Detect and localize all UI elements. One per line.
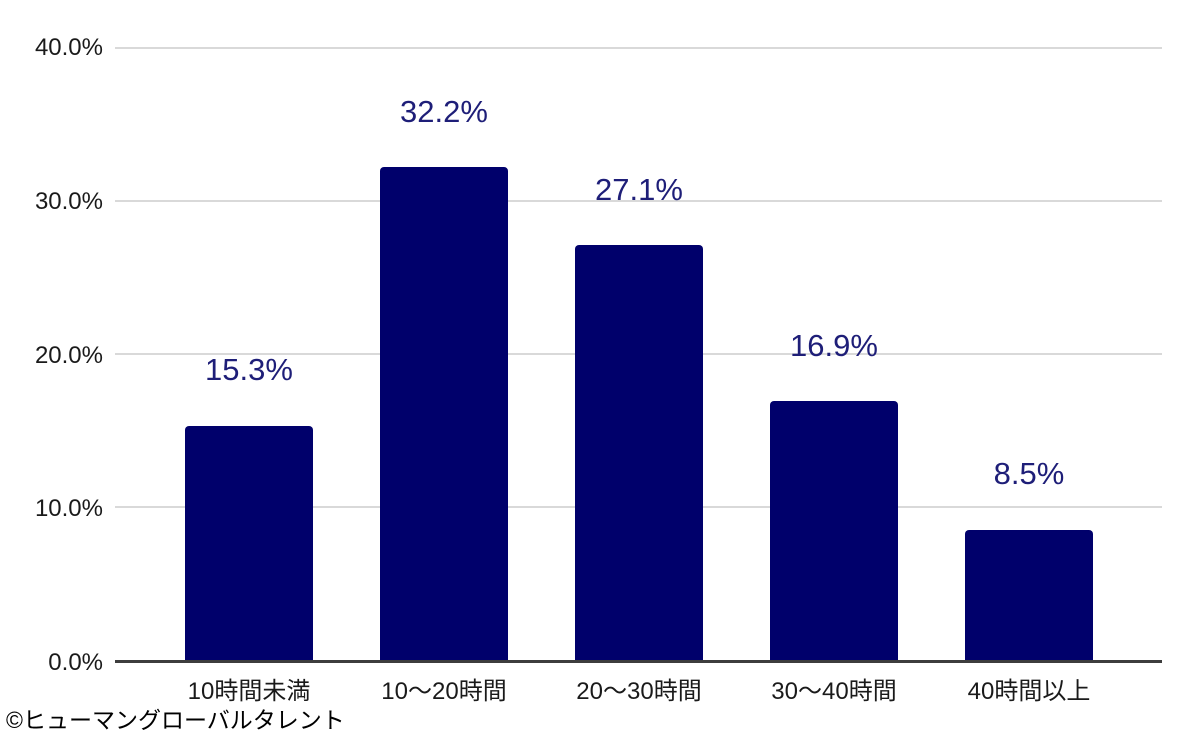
bar-4 [770, 401, 898, 660]
x-axis-tick-label: 20〜30時間 [576, 678, 702, 705]
bar-value-label: 8.5% [993, 456, 1065, 492]
x-axis-tick-label: 10〜20時間 [381, 678, 507, 705]
y-axis-tick-label: 40.0% [34, 34, 103, 61]
bar-value-label: 32.2% [400, 93, 488, 129]
bar-value-label: 15.3% [205, 352, 293, 388]
bar-5 [965, 529, 1093, 660]
y-axis-tick-label: 30.0% [34, 187, 103, 215]
x-axis-tick-label: 10時間未満 [187, 678, 311, 705]
bar-3 [575, 245, 703, 660]
bar-value-label: 27.1% [595, 171, 683, 207]
x-axis: 10時間未満 10〜20時間 20〜30時間 30〜40時間 40時間以上 [115, 666, 1162, 706]
copyright-text: ©ヒューマングローバルタレント [6, 707, 345, 733]
y-axis: 40.0% 30.0% 20.0% 10.0% 0.0% [0, 34, 103, 676]
bar-value-label: 16.9% [790, 327, 878, 363]
y-axis-tick-label: 20.0% [34, 341, 103, 369]
y-axis-tick-label: 10.0% [34, 495, 103, 523]
gridline [115, 47, 1162, 49]
gridline [115, 200, 1162, 202]
x-axis-tick-label: 30〜40時間 [771, 678, 897, 705]
bar-2 [380, 167, 508, 660]
plot-area: 15.3% 32.2% 27.1% 16.9% 8.5% [115, 47, 1162, 663]
x-axis-tick-label: 40時間以上 [967, 678, 1091, 705]
y-axis-tick-label: 0.0% [48, 649, 103, 676]
bar-1 [185, 425, 313, 660]
